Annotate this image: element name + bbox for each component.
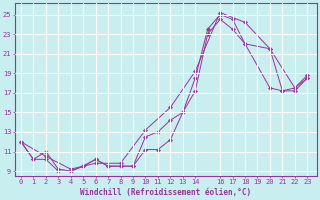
- X-axis label: Windchill (Refroidissement éolien,°C): Windchill (Refroidissement éolien,°C): [80, 188, 252, 197]
